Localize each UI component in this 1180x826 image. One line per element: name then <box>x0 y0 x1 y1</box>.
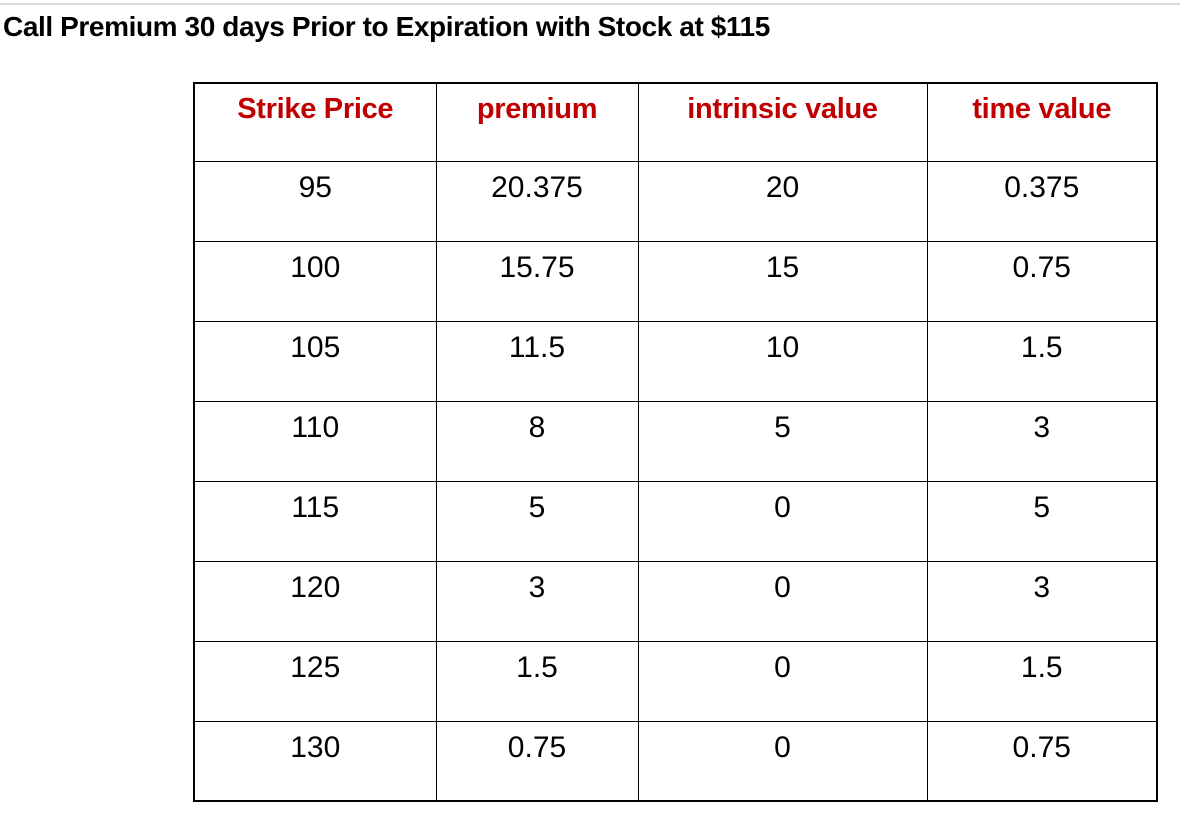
cell-intrinsic-value: 0 <box>637 480 928 562</box>
header-intrinsic-value: intrinsic value <box>637 82 928 162</box>
cell-time-value: 3 <box>926 560 1158 642</box>
cell-premium: 11.5 <box>435 320 639 402</box>
table-row: 125 1.5 0 1.5 <box>193 640 1158 722</box>
cell-intrinsic-value: 10 <box>637 320 928 402</box>
table-row: 130 0.75 0 0.75 <box>193 720 1158 802</box>
table-row: 115 5 0 5 <box>193 480 1158 562</box>
cell-strike-price: 125 <box>193 640 437 722</box>
header-strike-price: Strike Price <box>193 82 437 162</box>
cell-premium: 3 <box>435 560 639 642</box>
cell-time-value: 0.375 <box>926 160 1158 242</box>
table-row: 95 20.375 20 0.375 <box>193 160 1158 242</box>
cell-premium: 5 <box>435 480 639 562</box>
cell-strike-price: 110 <box>193 400 437 482</box>
cell-intrinsic-value: 5 <box>637 400 928 482</box>
cell-time-value: 1.5 <box>926 640 1158 722</box>
cell-intrinsic-value: 0 <box>637 560 928 642</box>
cell-intrinsic-value: 20 <box>637 160 928 242</box>
cell-time-value: 0.75 <box>926 720 1158 802</box>
call-premium-table: Strike Price premium intrinsic value tim… <box>193 82 1158 802</box>
cell-strike-price: 120 <box>193 560 437 642</box>
cell-strike-price: 130 <box>193 720 437 802</box>
cell-intrinsic-value: 0 <box>637 720 928 802</box>
table-row: 100 15.75 15 0.75 <box>193 240 1158 322</box>
cell-premium: 1.5 <box>435 640 639 722</box>
header-premium: premium <box>435 82 639 162</box>
cell-strike-price: 95 <box>193 160 437 242</box>
table-row: 110 8 5 3 <box>193 400 1158 482</box>
cell-premium: 0.75 <box>435 720 639 802</box>
cell-premium: 8 <box>435 400 639 482</box>
cell-time-value: 0.75 <box>926 240 1158 322</box>
page-title: Call Premium 30 days Prior to Expiration… <box>3 11 770 42</box>
header-time-value: time value <box>926 82 1158 162</box>
top-divider <box>0 3 1180 5</box>
cell-premium: 20.375 <box>435 160 639 242</box>
cell-strike-price: 100 <box>193 240 437 322</box>
cell-time-value: 3 <box>926 400 1158 482</box>
table-row: 120 3 0 3 <box>193 560 1158 642</box>
table-row: 105 11.5 10 1.5 <box>193 320 1158 402</box>
table-header-row: Strike Price premium intrinsic value tim… <box>193 82 1158 162</box>
cell-intrinsic-value: 15 <box>637 240 928 322</box>
cell-time-value: 1.5 <box>926 320 1158 402</box>
cell-time-value: 5 <box>926 480 1158 562</box>
cell-strike-price: 115 <box>193 480 437 562</box>
cell-premium: 15.75 <box>435 240 639 322</box>
cell-intrinsic-value: 0 <box>637 640 928 722</box>
cell-strike-price: 105 <box>193 320 437 402</box>
